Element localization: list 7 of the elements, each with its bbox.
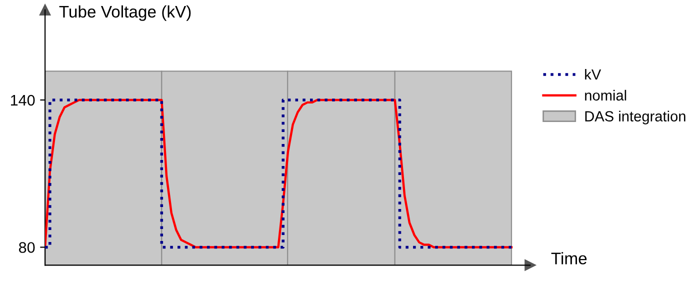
x-axis-title: Time (551, 252, 587, 264)
legend-label: kV (585, 68, 602, 80)
text: DAS integration (585, 110, 686, 124)
y-axis-title: Tube Voltage (kV) (59, 5, 191, 21)
y-tick-label: 140 (11, 94, 35, 106)
legend-label: nomial (585, 90, 626, 101)
y-tick-label: 80 (18, 242, 35, 253)
